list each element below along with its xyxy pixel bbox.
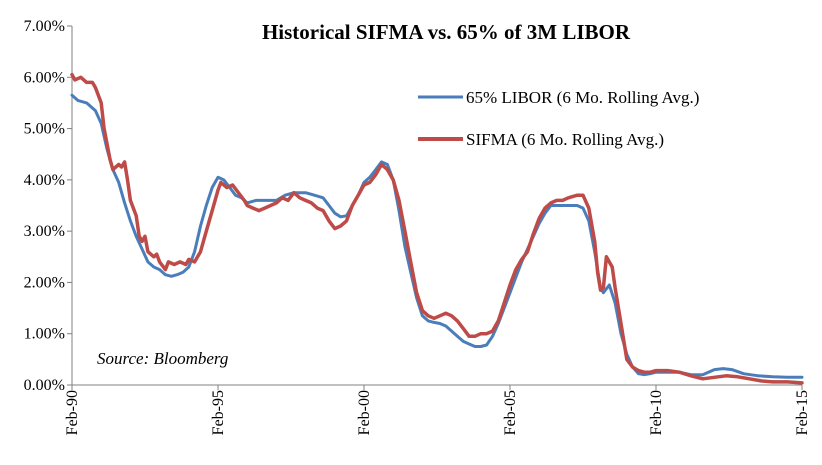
legend-label-libor: 65% LIBOR (6 Mo. Rolling Avg.) [466, 88, 699, 107]
legend: 65% LIBOR (6 Mo. Rolling Avg.) SIFMA (6 … [418, 88, 699, 149]
y-tick-label: 2.00% [24, 274, 65, 291]
x-axis: Feb-90 Feb-95 Feb-00 Feb-05 Feb-10 Feb-15 [64, 384, 811, 435]
y-axis: 0.00% 1.00% 2.00% 3.00% 4.00% 5.00% 6.00% 7.00% [24, 18, 73, 394]
x-tick-label: Feb-05 [502, 390, 519, 435]
y-tick-label: 5.00% [24, 121, 65, 138]
x-tick-label: Feb-10 [648, 390, 665, 435]
x-tick-label: Feb-95 [210, 390, 227, 435]
y-tick-label: 7.00% [24, 18, 65, 35]
y-tick-label: 6.00% [24, 69, 65, 86]
x-tick-label: Feb-15 [794, 390, 811, 435]
y-tick-label: 4.00% [24, 172, 65, 189]
y-tick-label: 0.00% [24, 377, 65, 394]
x-tick-label: Feb-00 [356, 390, 373, 435]
source-note: Source: Bloomberg [97, 349, 228, 368]
x-tick-label: Feb-90 [64, 390, 81, 435]
chart-title: Historical SIFMA vs. 65% of 3M LIBOR [262, 20, 631, 44]
series-line-sifma [70, 72, 804, 385]
legend-label-sifma: SIFMA (6 Mo. Rolling Avg.) [466, 130, 664, 149]
y-tick-label: 1.00% [24, 326, 65, 343]
y-tick-label: 3.00% [24, 223, 65, 240]
plot-lines [70, 72, 804, 385]
